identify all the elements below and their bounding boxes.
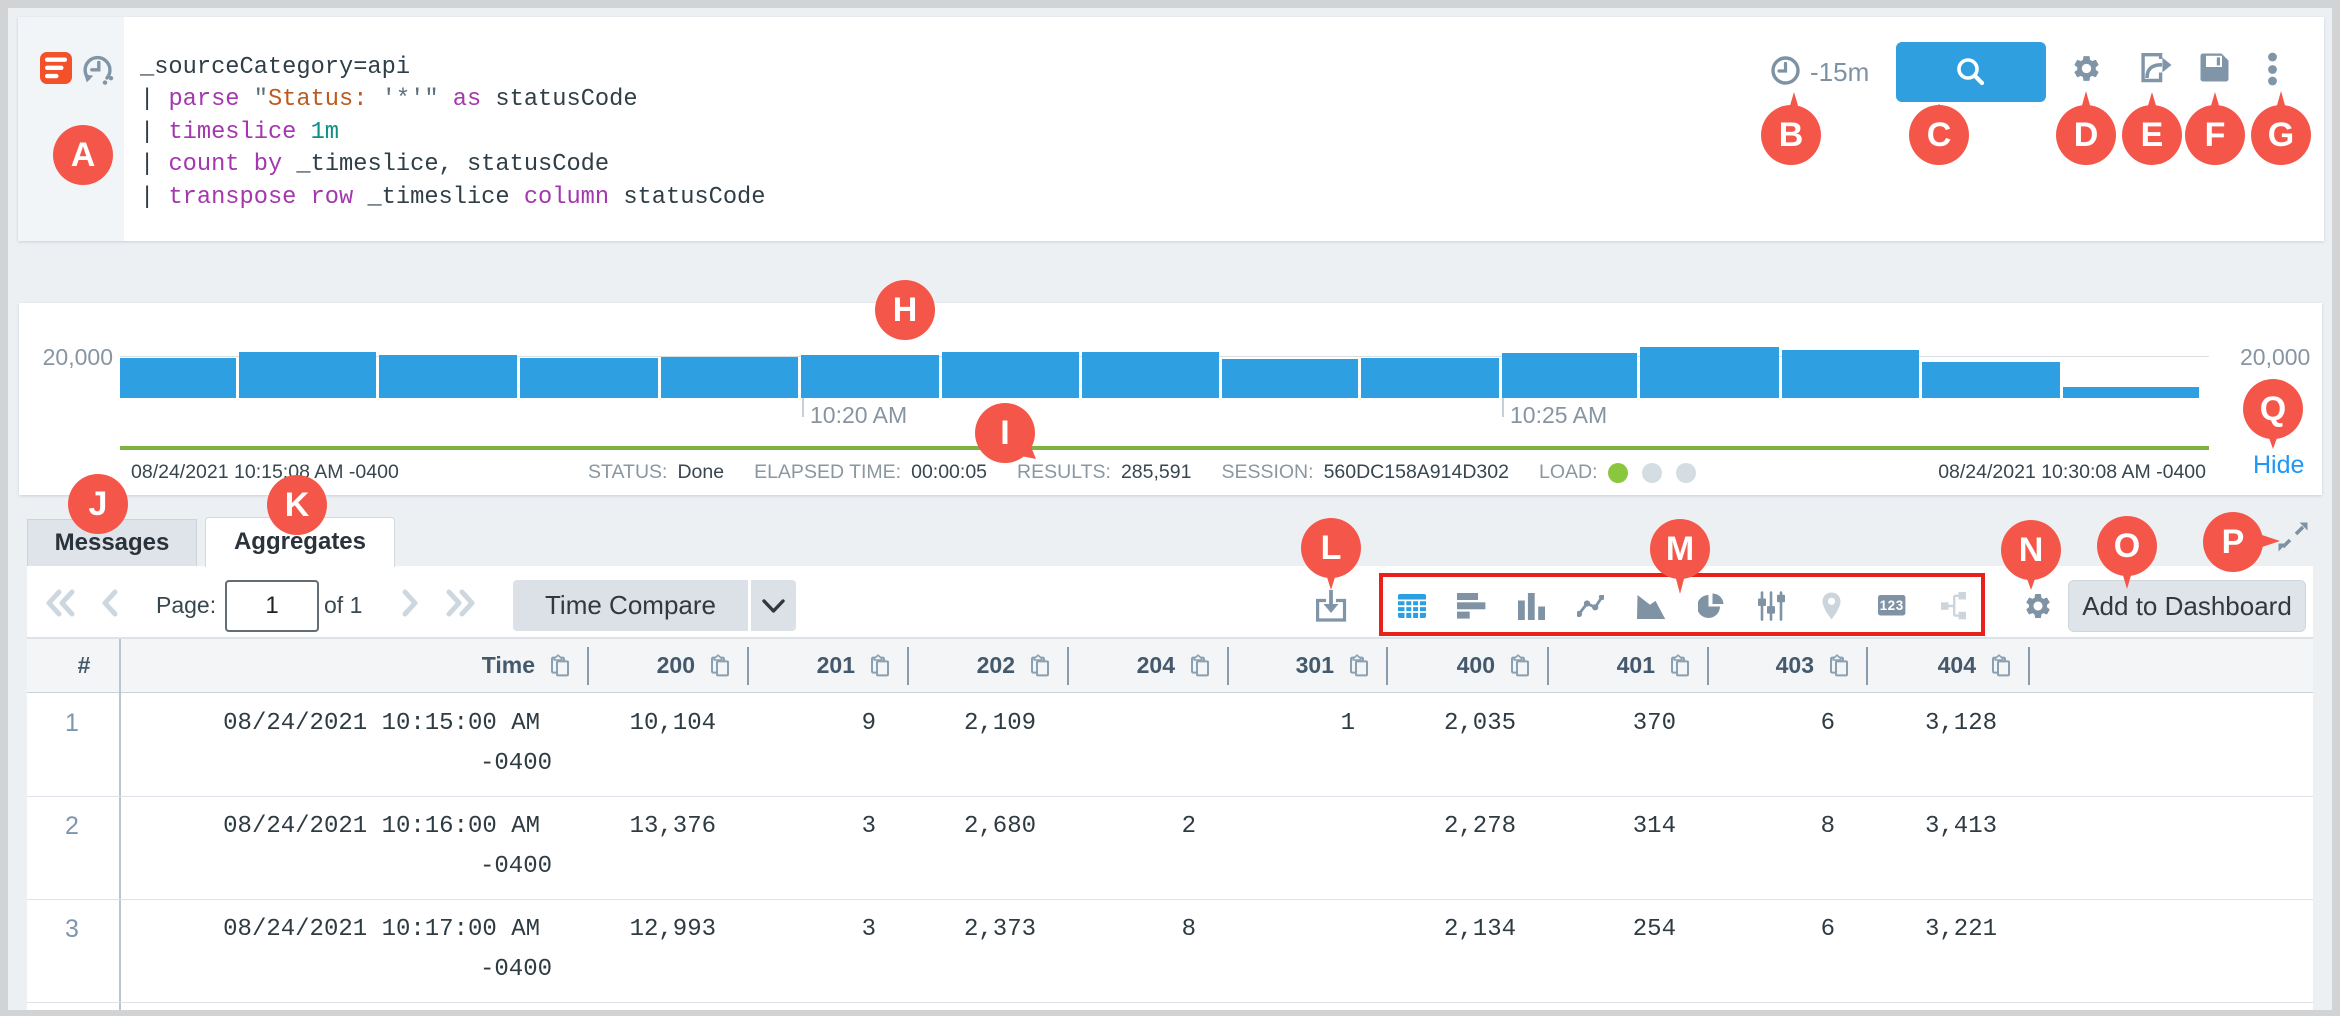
svg-text:123: 123 [1880,598,1904,613]
